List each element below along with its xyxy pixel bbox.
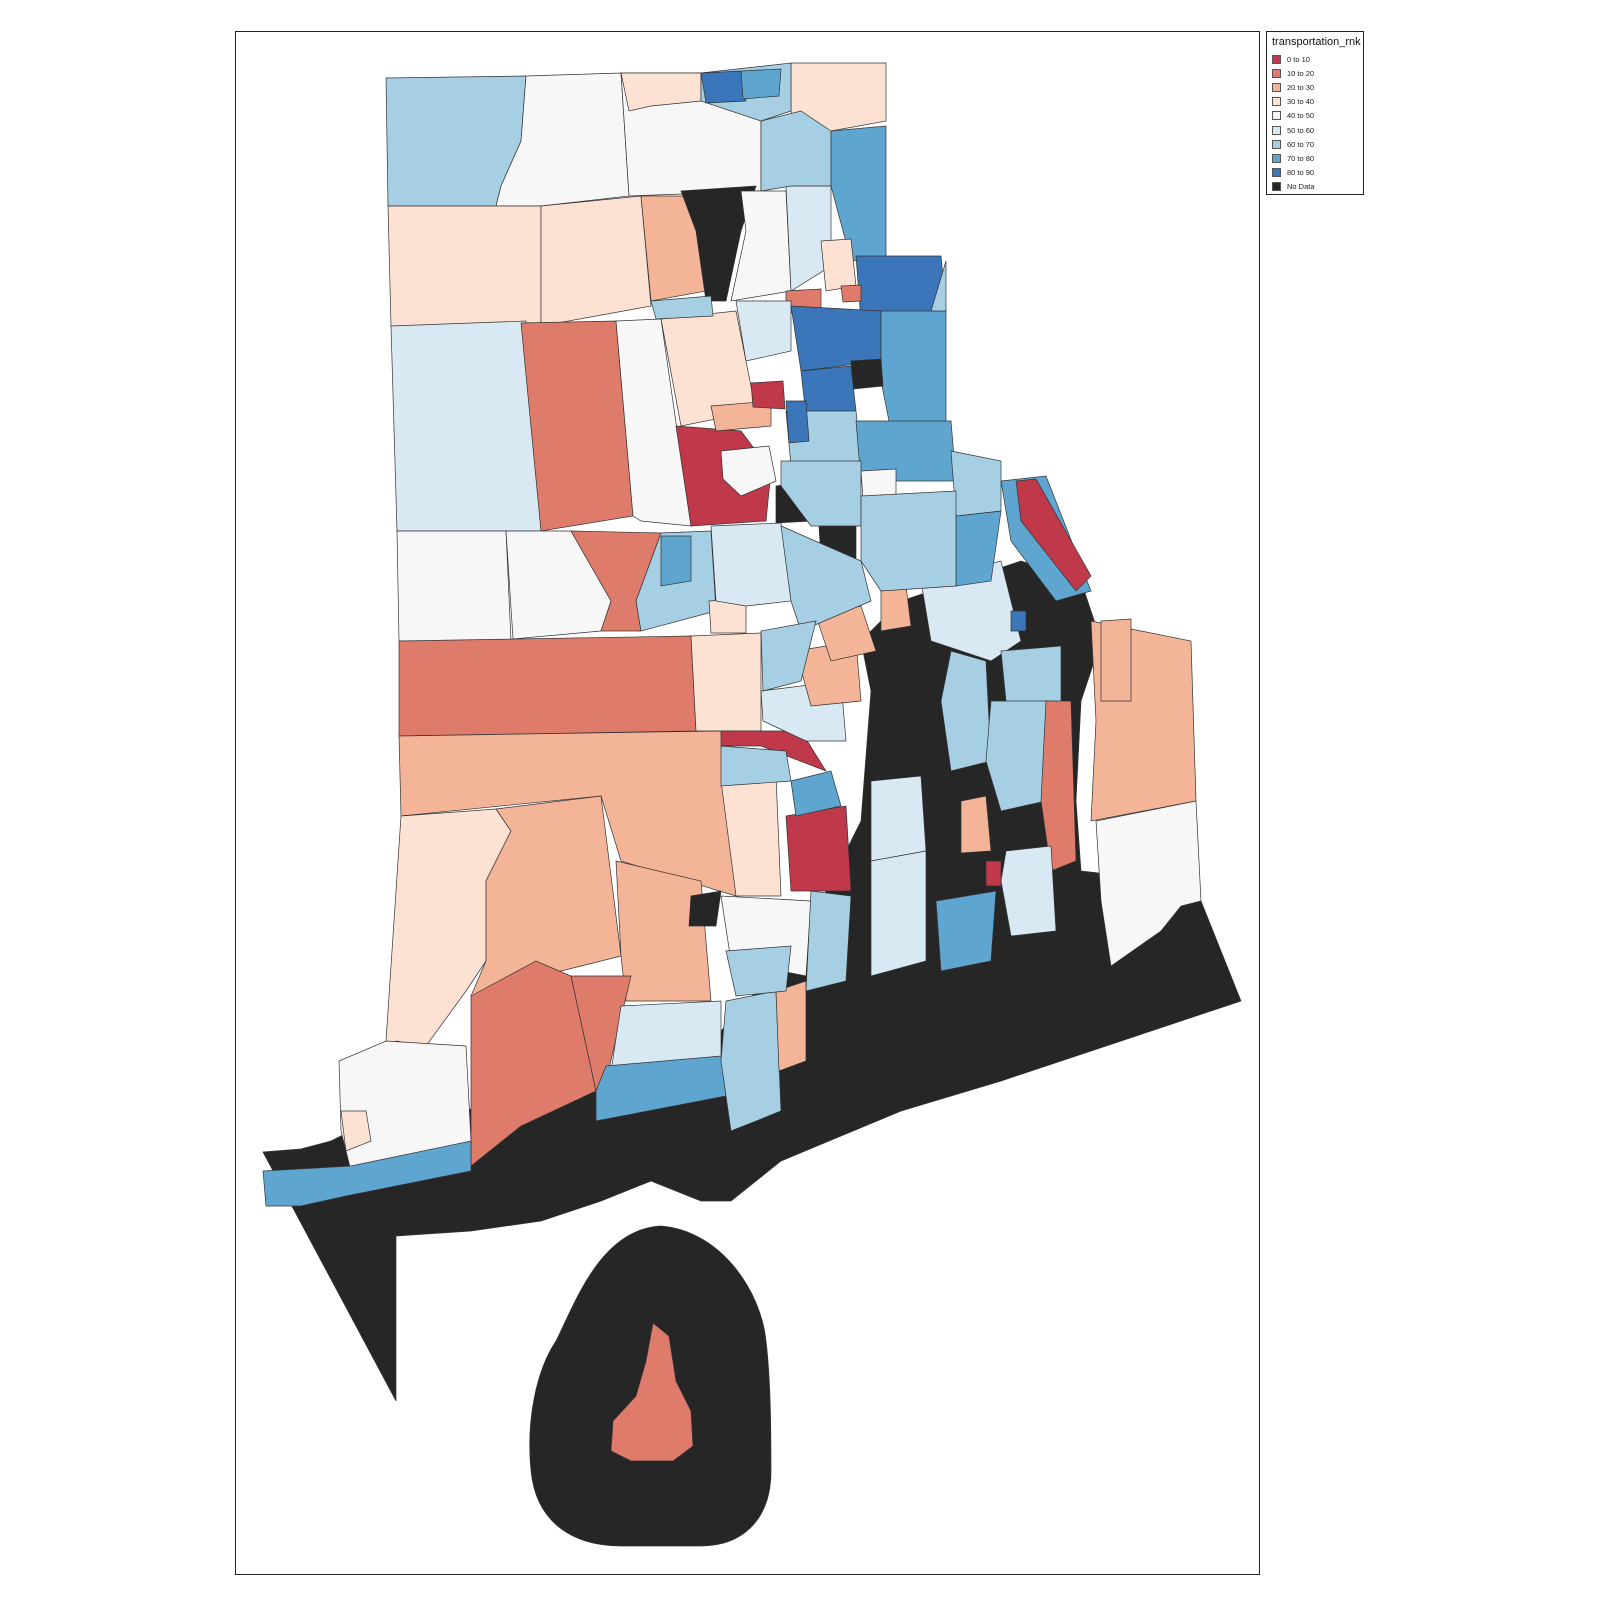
tract[interactable] xyxy=(985,860,1002,887)
tract[interactable] xyxy=(780,460,862,527)
legend-item: 80 to 90 xyxy=(1271,166,1359,180)
tract[interactable] xyxy=(390,320,542,532)
tract[interactable] xyxy=(1095,800,1202,967)
tract[interactable] xyxy=(775,980,807,1072)
tract[interactable] xyxy=(860,490,957,592)
tract[interactable] xyxy=(725,945,792,997)
tract[interactable] xyxy=(340,1110,372,1152)
tract[interactable] xyxy=(520,320,634,532)
tract[interactable] xyxy=(396,530,512,642)
tract[interactable] xyxy=(930,260,947,312)
tract[interactable] xyxy=(650,295,714,320)
legend-swatch xyxy=(1272,111,1281,121)
legend-item: 30 to 40 xyxy=(1271,95,1359,109)
tract[interactable] xyxy=(740,68,782,100)
legend-item: 60 to 70 xyxy=(1271,137,1359,151)
tract[interactable] xyxy=(700,70,747,104)
tract[interactable] xyxy=(1100,618,1132,702)
tract[interactable] xyxy=(540,195,652,327)
legend-swatch xyxy=(1272,54,1281,64)
legend-item: 10 to 20 xyxy=(1271,66,1359,80)
tract[interactable] xyxy=(1000,845,1057,937)
tract[interactable] xyxy=(785,400,810,444)
tract[interactable] xyxy=(387,205,542,327)
tract[interactable] xyxy=(615,318,692,527)
tract[interactable] xyxy=(710,400,772,432)
tract[interactable] xyxy=(840,284,862,303)
tract[interactable] xyxy=(1040,700,1077,872)
tract[interactable] xyxy=(985,700,1052,812)
tract[interactable] xyxy=(620,72,702,112)
tract[interactable] xyxy=(805,890,852,992)
legend-swatch xyxy=(1272,68,1281,78)
tract[interactable] xyxy=(790,770,842,817)
legend-label: 50 to 60 xyxy=(1287,125,1315,135)
legend-label: 80 to 90 xyxy=(1287,168,1315,178)
legend-item: 70 to 80 xyxy=(1271,151,1359,165)
tract[interactable] xyxy=(950,450,1002,517)
tract[interactable] xyxy=(690,632,762,732)
legend-label: 20 to 30 xyxy=(1287,82,1315,92)
tract[interactable] xyxy=(730,190,792,302)
legend-swatch xyxy=(1272,153,1281,163)
legend-label: 0 to 10 xyxy=(1287,54,1310,64)
legend-swatch xyxy=(1272,139,1281,149)
tract[interactable] xyxy=(262,1140,472,1207)
tract[interactable] xyxy=(720,990,782,1132)
tract[interactable] xyxy=(820,238,857,292)
tract[interactable] xyxy=(870,850,927,977)
legend-items: 0 to 10 10 to 20 20 to 30 30 to 40 40 to 50 5… xyxy=(1271,52,1359,194)
tract[interactable] xyxy=(688,890,722,927)
tract[interactable] xyxy=(595,1055,727,1122)
tract[interactable] xyxy=(735,300,792,362)
tract[interactable] xyxy=(1010,610,1027,632)
tract[interactable] xyxy=(940,650,992,772)
legend-swatch xyxy=(1272,97,1281,107)
legend-item: 20 to 30 xyxy=(1271,80,1359,94)
legend-label: 30 to 40 xyxy=(1287,97,1315,107)
tract[interactable] xyxy=(780,525,872,632)
tract[interactable] xyxy=(680,185,757,302)
tract[interactable] xyxy=(850,358,884,390)
tract[interactable] xyxy=(398,635,697,737)
tract[interactable] xyxy=(800,365,857,417)
legend-title: transportation_rnk xyxy=(1272,36,1361,48)
legend-item: 50 to 60 xyxy=(1271,123,1359,137)
legend-item: 0 to 10 xyxy=(1271,52,1359,66)
legend-swatch xyxy=(1272,168,1281,178)
legend-label: No Data xyxy=(1287,182,1315,192)
tract[interactable] xyxy=(935,890,997,972)
map-panel xyxy=(235,31,1260,1575)
legend-label: 60 to 70 xyxy=(1287,139,1315,149)
tract[interactable] xyxy=(660,535,692,587)
legend-item: 40 to 50 xyxy=(1271,109,1359,123)
tract[interactable] xyxy=(1015,478,1092,592)
legend-swatch xyxy=(1272,125,1281,135)
choropleth-map[interactable] xyxy=(236,32,1261,1576)
legend-label: 40 to 50 xyxy=(1287,111,1315,121)
tract[interactable] xyxy=(615,860,712,1002)
legend-swatch xyxy=(1272,82,1281,92)
tract[interactable] xyxy=(880,585,912,632)
map-legend: transportation_rnk 0 to 10 10 to 20 20 to … xyxy=(1266,31,1364,195)
tract[interactable] xyxy=(960,795,992,854)
tract[interactable] xyxy=(710,522,792,607)
tract[interactable] xyxy=(720,445,777,497)
legend-label: 70 to 80 xyxy=(1287,153,1315,163)
tract[interactable] xyxy=(750,380,786,410)
legend-label: 10 to 20 xyxy=(1287,68,1315,78)
legend-item: No Data xyxy=(1271,180,1359,194)
tract[interactable] xyxy=(870,775,927,862)
block-island-tract[interactable] xyxy=(610,1322,694,1462)
tract[interactable] xyxy=(785,805,852,892)
tract[interactable] xyxy=(720,745,792,787)
legend-swatch xyxy=(1272,182,1281,192)
tract[interactable] xyxy=(880,310,947,432)
tract[interactable] xyxy=(760,620,817,692)
